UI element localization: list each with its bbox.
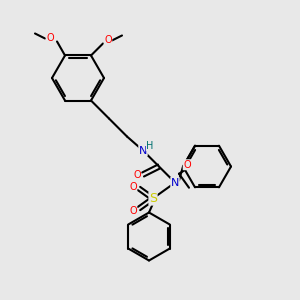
Text: S: S [149, 192, 157, 205]
Text: O: O [129, 206, 137, 215]
Text: O: O [104, 35, 112, 46]
Text: N: N [139, 146, 147, 155]
Text: O: O [46, 34, 54, 44]
Text: N: N [171, 178, 179, 188]
Text: H: H [146, 140, 154, 151]
Text: O: O [133, 169, 141, 179]
Text: O: O [129, 182, 137, 191]
Text: O: O [183, 160, 191, 170]
